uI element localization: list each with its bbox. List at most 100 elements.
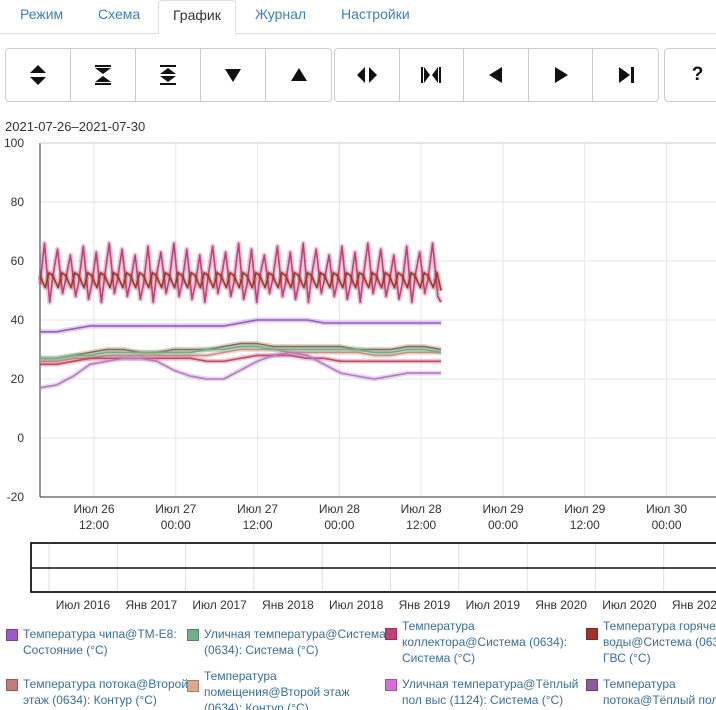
legend-label: Температура помещения@Второй этаж (0634)… bbox=[204, 669, 350, 710]
legend-swatch bbox=[385, 628, 397, 640]
expand-vertical-icon bbox=[30, 65, 46, 85]
expand-vertical-button[interactable] bbox=[6, 49, 71, 101]
tab-scheme[interactable]: Схема bbox=[98, 6, 141, 22]
expand-horizontal-button[interactable] bbox=[335, 49, 400, 101]
compress-vertical-icon bbox=[95, 65, 111, 85]
x-tick-day-label: Июл 29 bbox=[564, 502, 605, 516]
legend-item[interactable]: Температура горячей воды@Система (0634):… bbox=[586, 618, 716, 666]
legend-swatch bbox=[385, 679, 397, 691]
date-range: 2021-07-26–2021-07-30 bbox=[5, 119, 146, 134]
x-tick-time-label: 00:00 bbox=[324, 518, 354, 532]
legend-item[interactable]: Температура потока@Второй этаж (0634): К… bbox=[6, 676, 194, 708]
legend-item[interactable]: Температура чипа@ТМ-Е8: Состояние (°C) bbox=[6, 626, 194, 658]
legend-swatch bbox=[586, 679, 598, 691]
series-line bbox=[40, 348, 441, 363]
scroll-left-button[interactable] bbox=[464, 49, 529, 101]
x-tick-day-label: Июл 28 bbox=[319, 502, 360, 516]
series-line bbox=[40, 319, 441, 333]
x-tick-day-label: Июл 29 bbox=[482, 502, 523, 516]
x-tick-time-label: 00:00 bbox=[652, 518, 682, 532]
legend-swatch bbox=[586, 628, 598, 640]
fit-vertical-icon bbox=[160, 65, 176, 85]
legend-item[interactable]: Температура коллектора@Система (0634): С… bbox=[385, 618, 580, 666]
line-chart[interactable]: 100 80 60 40 20 0 -20 Июл 26 12:00 Июл 27 00:00 Июл… bbox=[0, 135, 716, 535]
scroll-end-button[interactable] bbox=[593, 49, 658, 101]
compress-horizontal-button[interactable] bbox=[400, 49, 465, 101]
legend-item[interactable]: Уличная температура@Тёплый пол выс (1124… bbox=[385, 676, 580, 708]
x-tick-time-label: 12:00 bbox=[243, 518, 273, 532]
x-tick-time-label: 12:00 bbox=[406, 518, 436, 532]
y-tick-label: 20 bbox=[11, 372, 25, 386]
legend-item[interactable]: Уличная температура@Система (0634): Сист… bbox=[187, 626, 387, 658]
legend-swatch bbox=[6, 629, 18, 641]
chart-legend: Температура чипа@ТМ-Е8: Состояние (°C) У… bbox=[0, 616, 716, 710]
navigator-tick-label: Янв 2021 bbox=[672, 598, 716, 612]
legend-label: Уличная температура@Система (0634): Сист… bbox=[204, 627, 386, 657]
series-line bbox=[39, 272, 442, 291]
legend-label: Уличная температура@Тёплый пол выс (1124… bbox=[402, 677, 579, 707]
legend-label: Температура горячей воды@Система (0634):… bbox=[603, 619, 716, 665]
scroll-end-icon bbox=[618, 67, 634, 83]
tab-bar: Режим Схема График Журнал Настройки bbox=[0, 0, 716, 35]
y-tick-label: 80 bbox=[11, 195, 25, 209]
navigator-tick-label: Июл 2017 bbox=[192, 598, 247, 612]
legend-label: Температура потока@Второй этаж (0634): К… bbox=[23, 677, 189, 707]
x-tick-day-label: Июл 30 bbox=[646, 502, 687, 516]
navigator-tick-label: Янв 2020 bbox=[535, 598, 587, 612]
navigator-tick-label: Янв 2019 bbox=[399, 598, 451, 612]
legend-item[interactable]: Температура помещения@Второй этаж (0634)… bbox=[187, 668, 377, 710]
series-line bbox=[39, 242, 442, 304]
navigator-tick-label: Июл 2016 bbox=[56, 598, 111, 612]
legend-swatch bbox=[187, 629, 199, 641]
legend-swatch bbox=[6, 679, 18, 691]
y-tick-label: -20 bbox=[7, 490, 25, 504]
y-tick-label: 0 bbox=[17, 431, 24, 445]
legend-label: Температура коллектора@Система (0634): С… bbox=[402, 619, 568, 665]
expand-horizontal-icon bbox=[356, 67, 377, 83]
horizontal-scale-group bbox=[334, 48, 659, 102]
timeline-navigator[interactable]: Июл 2016 Янв 2017 Июл 2017 Янв 2018 Июл 2018… bbox=[0, 540, 716, 616]
scroll-up-icon bbox=[290, 68, 307, 81]
x-tick-time-label: 12:00 bbox=[570, 518, 600, 532]
navigator-tick-label: Янв 2017 bbox=[125, 598, 177, 612]
series-line bbox=[40, 354, 441, 366]
navigator-tick-label: Июл 2018 bbox=[329, 598, 384, 612]
tab-mode[interactable]: Режим bbox=[20, 6, 64, 22]
x-tick-day-label: Июл 26 bbox=[73, 502, 114, 516]
scroll-up-button[interactable] bbox=[266, 49, 331, 101]
fit-vertical-button[interactable] bbox=[136, 49, 201, 101]
navigator-tick-label: Июл 2019 bbox=[466, 598, 521, 612]
tab-journal[interactable]: Журнал bbox=[255, 6, 307, 22]
navigator-tick-label: Янв 2018 bbox=[262, 598, 314, 612]
x-tick-time-label: 00:00 bbox=[488, 518, 518, 532]
scroll-down-icon bbox=[225, 69, 241, 82]
scroll-down-button[interactable] bbox=[201, 49, 266, 101]
legend-label: Температура потока@Тёплый пол выс (1124)… bbox=[603, 677, 716, 710]
tab-chart[interactable]: График bbox=[158, 0, 236, 35]
series-line bbox=[40, 345, 442, 360]
legend-swatch bbox=[187, 680, 199, 692]
vertical-scale-group bbox=[5, 48, 332, 102]
x-tick-day-label: Июл 27 bbox=[155, 502, 196, 516]
scroll-right-icon bbox=[554, 67, 568, 83]
navigator-tick-label: Июл 2020 bbox=[602, 598, 657, 612]
compress-vertical-button[interactable] bbox=[71, 49, 136, 101]
help-button[interactable]: ? bbox=[691, 64, 704, 85]
help-group: ? bbox=[664, 48, 716, 102]
compress-horizontal-icon bbox=[421, 67, 442, 83]
y-tick-label: 60 bbox=[11, 254, 25, 268]
y-tick-label: 100 bbox=[4, 136, 24, 150]
series-line bbox=[39, 351, 441, 389]
scroll-left-icon bbox=[488, 67, 502, 83]
tab-settings[interactable]: Настройки bbox=[341, 6, 410, 22]
x-tick-day-label: Июл 27 bbox=[237, 502, 278, 516]
navigator-border bbox=[30, 542, 716, 593]
legend-label: Температура чипа@ТМ-Е8: Состояние (°C) bbox=[23, 627, 177, 657]
x-tick-time-label: 12:00 bbox=[79, 518, 109, 532]
x-tick-time-label: 00:00 bbox=[161, 518, 191, 532]
y-tick-label: 40 bbox=[11, 313, 25, 327]
legend-item[interactable]: Температура потока@Тёплый пол выс (1124)… bbox=[586, 676, 716, 710]
series-line bbox=[40, 342, 442, 360]
x-tick-day-label: Июл 28 bbox=[401, 502, 442, 516]
scroll-right-button[interactable] bbox=[529, 49, 594, 101]
